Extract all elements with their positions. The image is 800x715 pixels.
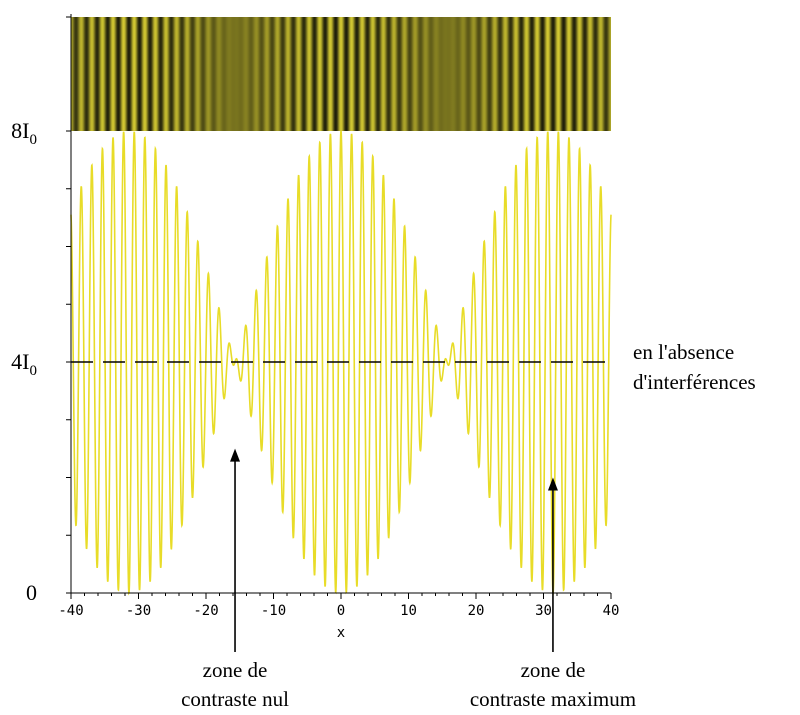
x-tick-label: -40: [58, 603, 83, 619]
fringe-pattern-band: [71, 17, 611, 131]
reference-line-label-line2: d'interférences: [633, 370, 756, 394]
annotations: zone de contraste nul zone de contraste max…: [181, 448, 636, 711]
x-tick-label: -10: [261, 603, 286, 619]
annotation-arrow-head: [230, 448, 241, 462]
annotation-arrow-head: [547, 477, 558, 491]
annotation-label-line1: zone de: [521, 658, 586, 682]
x-tick-label: 10: [400, 603, 417, 619]
y-tick-label: 0: [26, 580, 37, 605]
x-axis-ticks: -40 -30 -20 -10 0 10 20 30 40: [58, 593, 619, 619]
annotation-label-line2: contraste nul: [181, 687, 289, 711]
y-tick-label: 8I0: [11, 118, 37, 148]
intensity-curve: [70, 130, 612, 596]
y-tick-label: 4I0: [11, 349, 37, 379]
annotation-nul: zone de contraste nul: [181, 448, 289, 711]
annotation-label-line2: contraste maximum: [470, 687, 636, 711]
y-axis-ticks: [66, 16, 71, 594]
x-axis-label: x: [337, 625, 345, 641]
x-tick-label: 0: [337, 603, 345, 619]
x-tick-label: -20: [193, 603, 218, 619]
x-tick-label: 40: [603, 603, 620, 619]
y-axis-labels: 0 4I0 8I0: [11, 118, 37, 605]
x-tick-label: 30: [535, 603, 552, 619]
reference-line-label-line1: en l'absence: [633, 340, 734, 364]
x-tick-label: -30: [126, 603, 151, 619]
annotation-max: zone de contraste maximum: [470, 477, 636, 711]
x-tick-label: 20: [468, 603, 485, 619]
annotation-label-line1: zone de: [203, 658, 268, 682]
intensity-series: [70, 130, 612, 596]
